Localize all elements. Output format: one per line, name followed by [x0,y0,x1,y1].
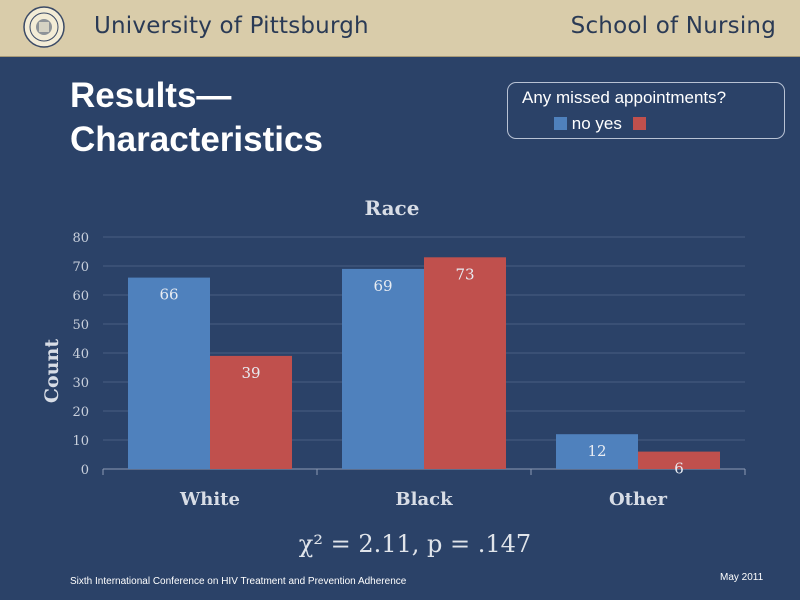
data-label-no-white: 66 [159,286,178,304]
university-seal-icon [23,6,65,48]
data-label-yes-other: 6 [674,460,684,478]
bar-no-other [556,434,638,469]
legend-items: no yes [554,114,646,134]
y-tick-label: 20 [72,405,89,420]
slide-title-line-1: Results— [70,76,232,115]
header-band: University of Pittsburgh School of Nursi… [0,0,800,57]
slide-title: Results— Characteristics [70,74,450,162]
school-name: School of Nursing [570,13,776,39]
y-tick-label: 30 [72,376,89,391]
slide-title-line-2: Characteristics [70,120,323,159]
chart-legend: Any missed appointments? no yes [507,82,785,139]
chart-title: Race [365,196,420,220]
bar-yes-other [638,451,720,469]
legend-swatch-yes [632,117,646,130]
y-axis-label: Count [41,339,63,403]
x-category-label: Black [395,489,453,510]
legend-swatch-no [554,117,567,130]
statistic-annotation: χ² = 2.11, p = .147 [299,530,531,558]
legend-title: Any missed appointments? [522,88,727,107]
data-label-no-black: 69 [373,277,392,295]
x-category-label: White [179,489,240,510]
footer-date: May 2011 [720,572,764,583]
y-tick-label: 60 [72,289,89,304]
y-tick-label: 80 [72,231,89,246]
data-label-no-other: 12 [587,442,606,460]
legend-label-no: no [571,114,591,133]
university-name: University of Pittsburgh [94,13,369,39]
data-label-yes-black: 73 [455,265,474,283]
y-tick-label: 40 [72,347,89,362]
y-tick-label: 0 [81,463,89,478]
bar-no-white [128,277,210,469]
footer-conference: Sixth International Conference on HIV Tr… [70,576,407,587]
y-tick-label: 50 [72,318,89,333]
bar-yes-black [424,257,506,469]
bar-no-black [342,268,424,469]
y-tick-label: 70 [72,260,89,275]
bar-yes-white [210,355,292,469]
y-tick-label: 10 [72,434,89,449]
data-label-yes-white: 39 [241,364,260,382]
legend-label-yes: yes [595,114,622,133]
x-category-label: Other [609,489,668,510]
